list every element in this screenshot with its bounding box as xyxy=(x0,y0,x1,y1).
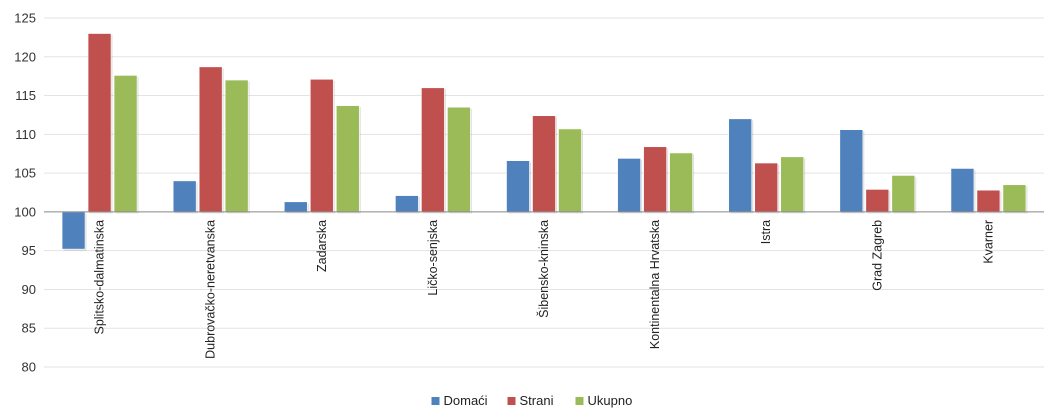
y-tick-label: 95 xyxy=(22,243,36,258)
category-label: Zadarska xyxy=(315,220,329,272)
y-tick-label: 90 xyxy=(22,282,36,297)
bar-ukupno-2 xyxy=(224,79,249,213)
legend-swatch-domaći xyxy=(431,397,440,405)
bar-strani-8 xyxy=(865,189,890,213)
bar-domaći-9 xyxy=(950,168,975,213)
legend: Domaći Strani Ukupno xyxy=(431,393,633,408)
bar-ukupno-9 xyxy=(1002,184,1027,213)
category-label: Kontinentalna Hrvatska xyxy=(648,220,662,349)
y-tick-label: 110 xyxy=(15,127,36,142)
bar-strani-9 xyxy=(976,189,1001,213)
category-label: Ličko-senjska xyxy=(426,220,440,296)
y-tick-label: 105 xyxy=(14,166,36,181)
category-label: Kvarner xyxy=(981,220,995,264)
category-label: Šibensko-kninska xyxy=(536,220,551,318)
bars xyxy=(61,33,1028,251)
category-label: Grad Zagreb xyxy=(870,220,884,291)
bar-domaći-6 xyxy=(617,158,641,213)
bar-domaći-1 xyxy=(61,211,86,250)
bar-ukupno-6 xyxy=(669,152,693,213)
bar-strani-5 xyxy=(532,115,556,213)
bar-ukupno-8 xyxy=(891,175,916,213)
legend-swatch-strani xyxy=(507,397,516,405)
legend-label-ukupno: Ukupno xyxy=(588,393,633,408)
bar-ukupno-4 xyxy=(447,106,471,213)
y-tick-label: 115 xyxy=(15,88,36,103)
bar-ukupno-3 xyxy=(335,105,360,213)
y-tick-label: 120 xyxy=(14,49,36,64)
y-tick-label: 100 xyxy=(14,204,36,219)
y-axis: 80 85 90 95 100 105 110 115 120 125 xyxy=(14,11,36,375)
bar-ukupno-5 xyxy=(558,128,582,213)
category-label: Dubrovačko-neretvanska xyxy=(204,220,218,359)
y-tick-label: 125 xyxy=(14,11,36,26)
bar-strani-6 xyxy=(643,146,667,213)
y-tick-label: 80 xyxy=(22,360,36,375)
bar-ukupno-7 xyxy=(780,156,805,213)
category-labels: Splitsko-dalmatinska Dubrovačko-neretvans… xyxy=(93,220,996,359)
bar-strani-7 xyxy=(754,162,779,213)
bar-strani-2 xyxy=(198,66,223,213)
legend-swatch-ukupno xyxy=(575,397,584,405)
bar-domaći-5 xyxy=(506,160,530,213)
bar-domaći-8 xyxy=(839,129,864,213)
bar-domaći-4 xyxy=(395,195,419,213)
bar-strani-4 xyxy=(421,87,445,213)
bar-domaći-7 xyxy=(728,118,753,213)
bar-ukupno-1 xyxy=(113,75,138,213)
legend-label-strani: Strani xyxy=(520,393,554,408)
bar-strani-3 xyxy=(309,78,334,213)
bar-domaći-2 xyxy=(172,180,197,213)
category-label: Istra xyxy=(759,220,773,244)
y-tick-label: 85 xyxy=(22,321,36,336)
bar-domaći-3 xyxy=(283,201,308,213)
category-label: Splitsko-dalmatinska xyxy=(93,220,107,335)
legend-label-domaći: Domaći xyxy=(444,393,488,408)
bar-strani-1 xyxy=(87,33,112,213)
